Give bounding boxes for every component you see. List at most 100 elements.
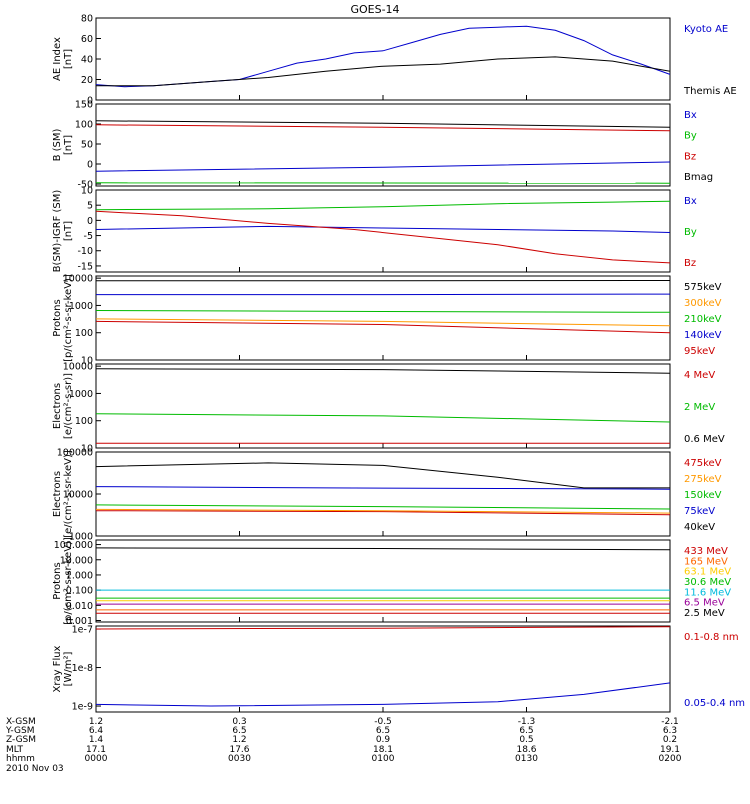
series-line-themis-ae bbox=[96, 57, 670, 86]
y-tick-label: 80 bbox=[81, 14, 93, 25]
series-line-bmag bbox=[96, 121, 670, 127]
y-axis-title: [e/(cm²-s-sr)] bbox=[63, 373, 74, 439]
y-tick-label: 10 bbox=[81, 186, 93, 197]
legend-entry: Bx bbox=[684, 196, 697, 207]
x-axis-row-label: hhmm bbox=[6, 754, 35, 764]
y-axis-title: [nT] bbox=[63, 221, 74, 241]
series-line-210kev bbox=[96, 311, 670, 313]
y-tick-label: -15 bbox=[77, 261, 93, 272]
series-line-2-mev bbox=[96, 414, 670, 422]
series-line-0-1-0-8-nm bbox=[96, 627, 670, 629]
series-line-150kev bbox=[96, 505, 670, 509]
legend-entry: Themis AE bbox=[683, 86, 737, 97]
legend-entry: Bmag bbox=[684, 172, 713, 183]
y-tick-label: 1e-7 bbox=[72, 625, 93, 636]
y-axis-title: [p/(cm²-s-sr-keV)] bbox=[63, 274, 74, 362]
legend-entry: 150keV bbox=[684, 490, 722, 501]
series-line-bz bbox=[96, 211, 670, 263]
legend-entry: 4 MeV bbox=[684, 370, 715, 381]
y-axis-title: B(SM)-IGRF (SM) bbox=[52, 190, 63, 273]
y-axis-title: B (SM) bbox=[52, 128, 63, 161]
panel-protons_low: 10100100010000Protons[p/(cm²-s-sr-keV)]5… bbox=[52, 274, 722, 367]
series-line-by bbox=[96, 201, 670, 210]
panel-frame bbox=[96, 276, 670, 360]
y-tick-label: 150 bbox=[75, 100, 93, 111]
legend-entry: 40keV bbox=[684, 522, 715, 533]
legend-entry: 2 MeV bbox=[684, 402, 715, 413]
panel-electrons_kev: 100010000100000Electrons[e/(cm²-s-sr-keV… bbox=[52, 448, 722, 543]
series-line-kyoto-ae bbox=[96, 26, 670, 86]
y-tick-label: 10000 bbox=[63, 362, 93, 373]
legend-entry: 0.05-0.4 nm bbox=[684, 698, 745, 709]
plot-title: GOES-14 bbox=[350, 3, 399, 16]
y-axis-title: [nT] bbox=[63, 49, 74, 69]
x-axis-value: 1.2 bbox=[232, 735, 246, 745]
y-tick-label: 1e-8 bbox=[72, 663, 93, 674]
panel-frame bbox=[96, 364, 670, 448]
y-tick-label: 0 bbox=[87, 160, 93, 171]
y-axis-title: Protons bbox=[52, 299, 63, 336]
y-tick-label: 20 bbox=[81, 75, 93, 86]
series-line-bx bbox=[96, 226, 670, 232]
panel-xray: 1e-9 1e-8 1e-7 Xray Flux[W/m²] 0.1-0.8 nm 0.0… bbox=[52, 625, 745, 713]
x-axis-value: 0.9 bbox=[376, 735, 391, 745]
legend-entry: 75keV bbox=[684, 506, 715, 517]
series-line-0-6-mev bbox=[96, 369, 670, 373]
legend-entry: 575keV bbox=[684, 282, 722, 293]
y-tick-label: 1e-9 bbox=[72, 702, 93, 713]
y-tick-label: 100 bbox=[75, 120, 93, 131]
legend-entry: 475keV bbox=[684, 458, 722, 469]
x-axis-value: 0.2 bbox=[663, 735, 677, 745]
y-axis-title: [nT] bbox=[63, 135, 74, 155]
series-line-40kev bbox=[96, 463, 670, 488]
series-line-2-5-mev bbox=[96, 548, 670, 550]
y-tick-label: 0 bbox=[87, 216, 93, 227]
panel-protons_high: 0.0010.0100.1001.00010.000100.000Protons… bbox=[52, 537, 731, 627]
y-tick-label: 40 bbox=[81, 55, 93, 66]
legend-entry: 2.5 MeV bbox=[684, 608, 725, 619]
x-axis-value: 0200 bbox=[659, 754, 682, 764]
series-line-95kev bbox=[96, 321, 670, 332]
series-line-bx bbox=[96, 162, 670, 171]
legend-entry: 275keV bbox=[684, 474, 722, 485]
x-axis-row-label: Z-GSM bbox=[6, 735, 36, 745]
y-axis-title: Xray Flux bbox=[52, 645, 63, 692]
legend-entry: 95keV bbox=[684, 346, 715, 357]
panel-frame bbox=[96, 104, 670, 186]
legend-entry: 0.6 MeV bbox=[684, 434, 725, 445]
panel-frame bbox=[96, 626, 670, 712]
x-axis-row-label: 2010 Nov 03 bbox=[6, 764, 64, 774]
y-tick-label: 100 bbox=[75, 416, 93, 427]
series-line-0-05-0-4-nm bbox=[96, 683, 670, 706]
y-axis-title: [e/(cm²-s-sr-keV)] bbox=[63, 450, 74, 538]
legend-entry: Kyoto AE bbox=[684, 24, 728, 35]
x-axis-value: 1.4 bbox=[89, 735, 104, 745]
legend-entry: 0.1-0.8 nm bbox=[684, 632, 739, 643]
x-axis-value: 0030 bbox=[228, 754, 251, 764]
x-axis-value: 0000 bbox=[85, 754, 108, 764]
y-tick-label: -5 bbox=[84, 231, 93, 242]
y-tick-label: 100 bbox=[75, 328, 93, 339]
y-axis-title: Electrons bbox=[52, 471, 63, 517]
x-axis-value: 0.5 bbox=[519, 735, 533, 745]
y-axis-title: AE Index bbox=[52, 37, 63, 81]
legend-entry: By bbox=[684, 227, 697, 238]
legend-entry: 210keV bbox=[684, 314, 722, 325]
legend-entry: 140keV bbox=[684, 330, 722, 341]
series-line-140kev bbox=[96, 294, 670, 295]
y-axis-title: [p/(cm²-s-sr-keV)] bbox=[63, 537, 74, 625]
y-axis-title: Protons bbox=[52, 562, 63, 599]
y-tick-label: -10 bbox=[77, 246, 93, 257]
legend-entry: Bz bbox=[684, 151, 696, 162]
y-axis-title: [W/m²] bbox=[63, 651, 74, 686]
x-axis-value: 0130 bbox=[515, 754, 538, 764]
x-axis-value: 0100 bbox=[372, 754, 395, 764]
legend-entry: By bbox=[684, 131, 697, 142]
y-tick-label: 50 bbox=[81, 140, 93, 151]
y-tick-label: 60 bbox=[81, 34, 93, 45]
